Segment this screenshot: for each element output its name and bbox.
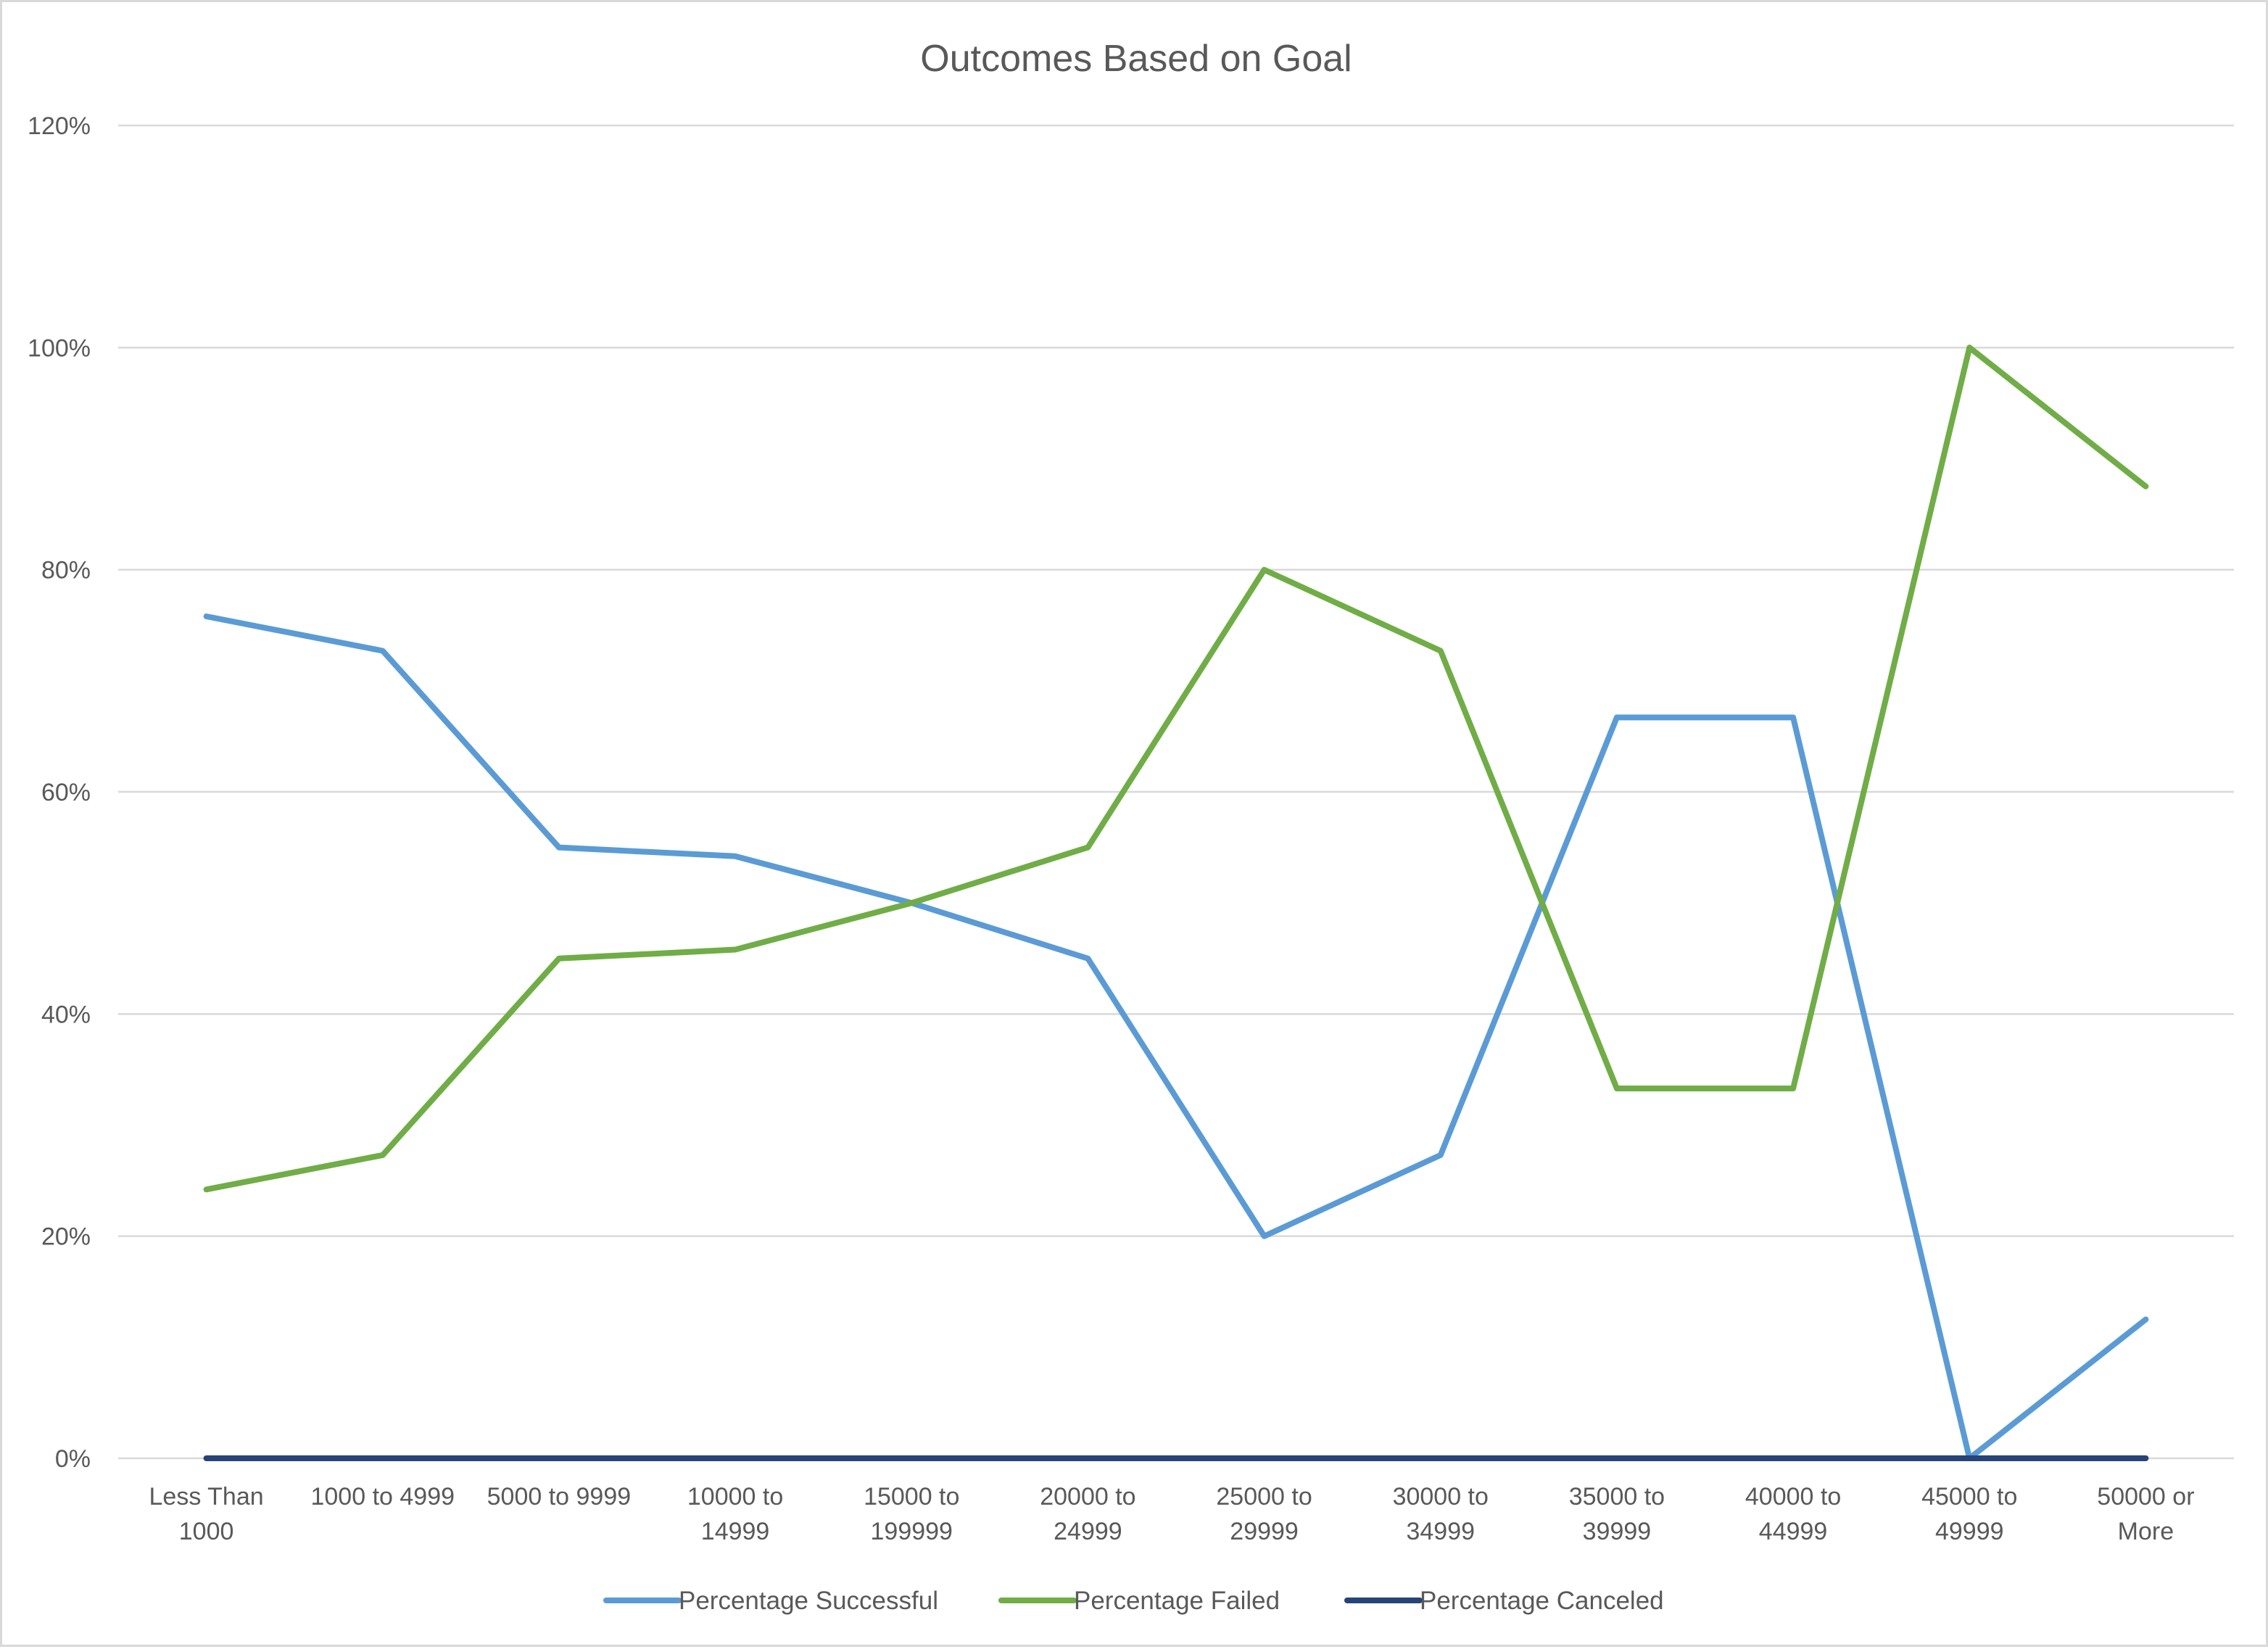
legend-label: Percentage Failed bbox=[1074, 1587, 1280, 1615]
legend-label: Percentage Canceled bbox=[1420, 1587, 1664, 1615]
y-tick-label: 40% bbox=[41, 1001, 91, 1028]
y-tick-label: 120% bbox=[28, 112, 91, 140]
x-tick-label: 25000 to 29999 bbox=[1216, 1483, 1312, 1545]
x-axis-ticks: Less Than 1000 1000 to 4999 5000 to 9999 100… bbox=[149, 1483, 2195, 1545]
x-tick-label: 5000 to 9999 bbox=[487, 1483, 632, 1510]
y-tick-label: 80% bbox=[41, 557, 91, 584]
chart-title: Outcomes Based on Goal bbox=[920, 38, 1352, 80]
series-line-percentage-successful bbox=[203, 613, 2149, 1461]
series-lines bbox=[203, 344, 2149, 1461]
x-tick-label: 15000 to 199999 bbox=[864, 1483, 959, 1545]
series-line-percentage-failed bbox=[203, 344, 2149, 1193]
x-tick-label: Less Than 1000 bbox=[149, 1483, 264, 1545]
x-tick-label: 50000 or More bbox=[2097, 1483, 2194, 1545]
x-tick-label: 30000 to 34999 bbox=[1393, 1483, 1489, 1545]
y-axis-ticks: 0% 20% 40% 60% 80% 100% 120% bbox=[28, 112, 91, 1473]
x-tick-label: 40000 to 44999 bbox=[1745, 1483, 1841, 1545]
y-tick-label: 20% bbox=[41, 1223, 91, 1251]
x-tick-label: 35000 to 39999 bbox=[1569, 1483, 1665, 1545]
x-tick-label: 10000 to 14999 bbox=[687, 1483, 783, 1545]
legend: Percentage Successful Percentage Failed Pe… bbox=[603, 1587, 1664, 1615]
x-tick-label: 1000 to 4999 bbox=[310, 1483, 455, 1510]
x-tick-label: 20000 to 24999 bbox=[1040, 1483, 1135, 1545]
x-tick-label: 45000 to 49999 bbox=[1921, 1483, 2017, 1545]
gridlines bbox=[118, 124, 2234, 1460]
y-tick-label: 60% bbox=[41, 779, 91, 806]
legend-label: Percentage Successful bbox=[679, 1587, 938, 1615]
y-tick-label: 100% bbox=[28, 334, 91, 362]
y-tick-label: 0% bbox=[55, 1445, 91, 1473]
